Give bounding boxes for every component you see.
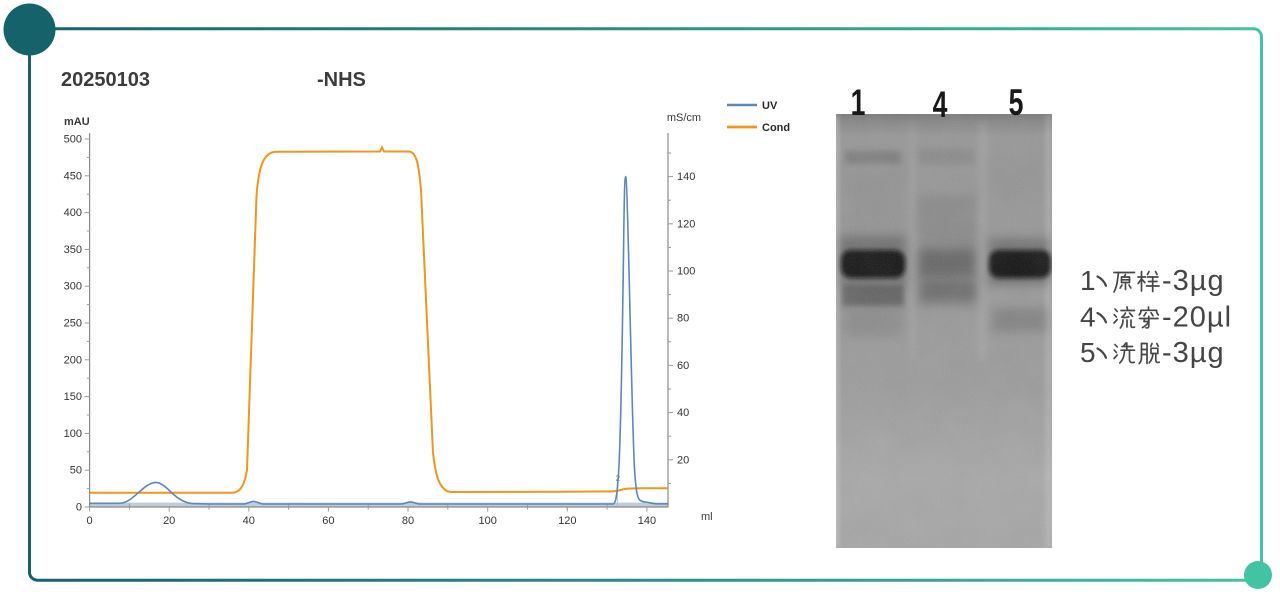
- svg-text:200: 200: [64, 354, 82, 366]
- svg-text:0: 0: [76, 502, 82, 514]
- svg-text:100: 100: [677, 266, 695, 278]
- svg-text:20: 20: [163, 515, 175, 527]
- svg-text:ml: ml: [701, 511, 713, 523]
- svg-text:80: 80: [402, 515, 414, 527]
- svg-text:40: 40: [677, 407, 689, 419]
- svg-text:0: 0: [87, 515, 93, 527]
- svg-text:60: 60: [322, 515, 334, 527]
- svg-text:20: 20: [677, 454, 689, 466]
- svg-text:1: 1: [851, 82, 866, 123]
- svg-text:500: 500: [64, 134, 82, 146]
- svg-text:1: 1: [1080, 265, 1096, 296]
- svg-text:140: 140: [677, 171, 695, 183]
- svg-text:UV: UV: [762, 100, 778, 112]
- svg-text:-20µl: -20µl: [1162, 302, 1232, 334]
- svg-text:60: 60: [677, 360, 689, 372]
- svg-text:80: 80: [677, 313, 689, 325]
- svg-text:400: 400: [64, 207, 82, 219]
- svg-text:Cond: Cond: [762, 122, 790, 134]
- svg-text:250: 250: [64, 318, 82, 330]
- svg-text:4: 4: [933, 84, 948, 125]
- svg-text:450: 450: [64, 170, 82, 182]
- svg-text:300: 300: [64, 281, 82, 293]
- svg-text:4: 4: [1080, 302, 1096, 333]
- svg-text:20250103: 20250103: [61, 69, 150, 91]
- svg-text:100: 100: [479, 515, 497, 527]
- svg-text:350: 350: [64, 244, 82, 256]
- svg-text:40: 40: [243, 515, 255, 527]
- svg-text:140: 140: [638, 515, 656, 527]
- svg-text:-NHS: -NHS: [317, 69, 366, 91]
- svg-text:mS/cm: mS/cm: [667, 112, 701, 124]
- svg-text:100: 100: [64, 428, 82, 440]
- svg-text:5: 5: [1009, 82, 1024, 123]
- svg-text:mAU: mAU: [64, 116, 90, 128]
- svg-text:5: 5: [1080, 337, 1096, 368]
- svg-text:150: 150: [64, 391, 82, 403]
- svg-text:-3µg: -3µg: [1162, 337, 1225, 369]
- svg-text:-3µg: -3µg: [1162, 265, 1225, 297]
- svg-text:120: 120: [677, 218, 695, 230]
- svg-text:120: 120: [558, 515, 576, 527]
- svg-text:50: 50: [70, 465, 82, 477]
